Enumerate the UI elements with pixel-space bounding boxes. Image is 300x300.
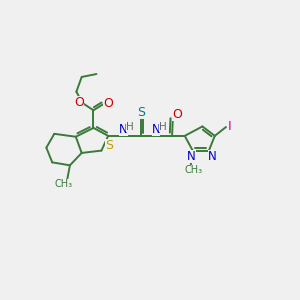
Text: S: S — [137, 106, 146, 119]
Text: O: O — [74, 95, 84, 109]
Text: H: H — [159, 122, 167, 132]
Text: O: O — [172, 108, 182, 121]
Text: I: I — [228, 120, 232, 133]
Text: O: O — [103, 97, 113, 110]
Text: H: H — [126, 122, 134, 132]
Text: CH₃: CH₃ — [55, 179, 73, 190]
Text: S: S — [105, 140, 113, 152]
Text: N: N — [187, 150, 196, 163]
Text: N: N — [152, 123, 160, 136]
Text: N: N — [119, 123, 128, 136]
Text: CH₃: CH₃ — [184, 165, 202, 175]
Text: N: N — [208, 150, 217, 163]
